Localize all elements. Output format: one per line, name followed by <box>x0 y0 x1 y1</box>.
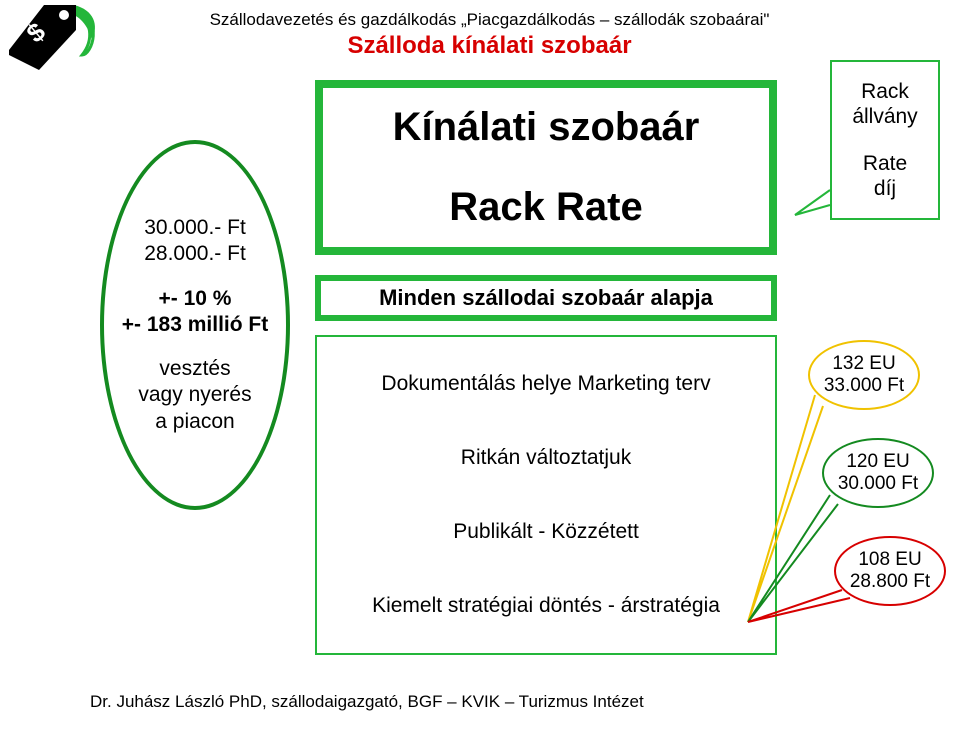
main-box-line: Kínálati szobaár <box>393 105 700 150</box>
bubble-line: 132 EU <box>832 353 895 375</box>
text: Rack <box>861 80 909 103</box>
subtitle-box: Minden szállodai szobaár alapja <box>315 275 777 321</box>
subtitle-text: Minden szállodai szobaár alapja <box>379 285 713 311</box>
list-item: Dokumentálás helye Marketing terv <box>381 372 710 396</box>
rack-definition-callout: Rack állvány Rate díj <box>830 60 940 220</box>
text: Rate <box>863 152 907 175</box>
bubble-line: 30.000 Ft <box>838 473 918 495</box>
oval-line: vagy nyerés <box>138 382 251 408</box>
oval-line: 28.000.- Ft <box>144 241 246 267</box>
oval-line: +- 183 millió Ft <box>122 312 268 338</box>
details-list-box: Dokumentálás helye Marketing terv Ritkán… <box>315 335 777 655</box>
slide-title: Szálloda kínálati szobaár <box>0 32 979 60</box>
list-item: Publikált - Közzétett <box>453 520 639 544</box>
text: díj <box>874 177 896 200</box>
main-box-line: Rack Rate <box>449 185 642 230</box>
oval-line: 30.000.- Ft <box>144 215 246 241</box>
price-bubble-120: 120 EU 30.000 Ft <box>822 438 934 508</box>
rack-box-line: Rate díj <box>863 151 907 201</box>
rack-box-line: Rack állvány <box>852 79 917 129</box>
list-item: Kiemelt stratégiai döntés - árstratégia <box>372 594 720 618</box>
list-item: Ritkán változtatjuk <box>461 446 631 470</box>
bubble-line: 33.000 Ft <box>824 375 904 397</box>
rack-rate-title-box: Kínálati szobaár Rack Rate <box>315 80 777 255</box>
course-header: Szállodavezetés és gazdálkodás „Piacgazd… <box>0 10 979 30</box>
author-footer: Dr. Juhász László PhD, szállodaigazgató,… <box>90 692 644 712</box>
oval-line: +- 10 % <box>159 286 232 312</box>
price-bubble-108: 108 EU 28.800 Ft <box>834 536 946 606</box>
text: állvány <box>852 105 917 128</box>
price-bubble-132: 132 EU 33.000 Ft <box>808 340 920 410</box>
oval-line: a piacon <box>155 409 234 435</box>
price-variance-oval: 30.000.- Ft 28.000.- Ft +- 10 % +- 183 m… <box>100 140 290 510</box>
bubble-line: 28.800 Ft <box>850 571 930 593</box>
bubble-line: 120 EU <box>846 451 909 473</box>
bubble-line: 108 EU <box>858 549 921 571</box>
price-tag-icon: $ <box>4 0 104 70</box>
oval-line: vesztés <box>159 356 230 382</box>
